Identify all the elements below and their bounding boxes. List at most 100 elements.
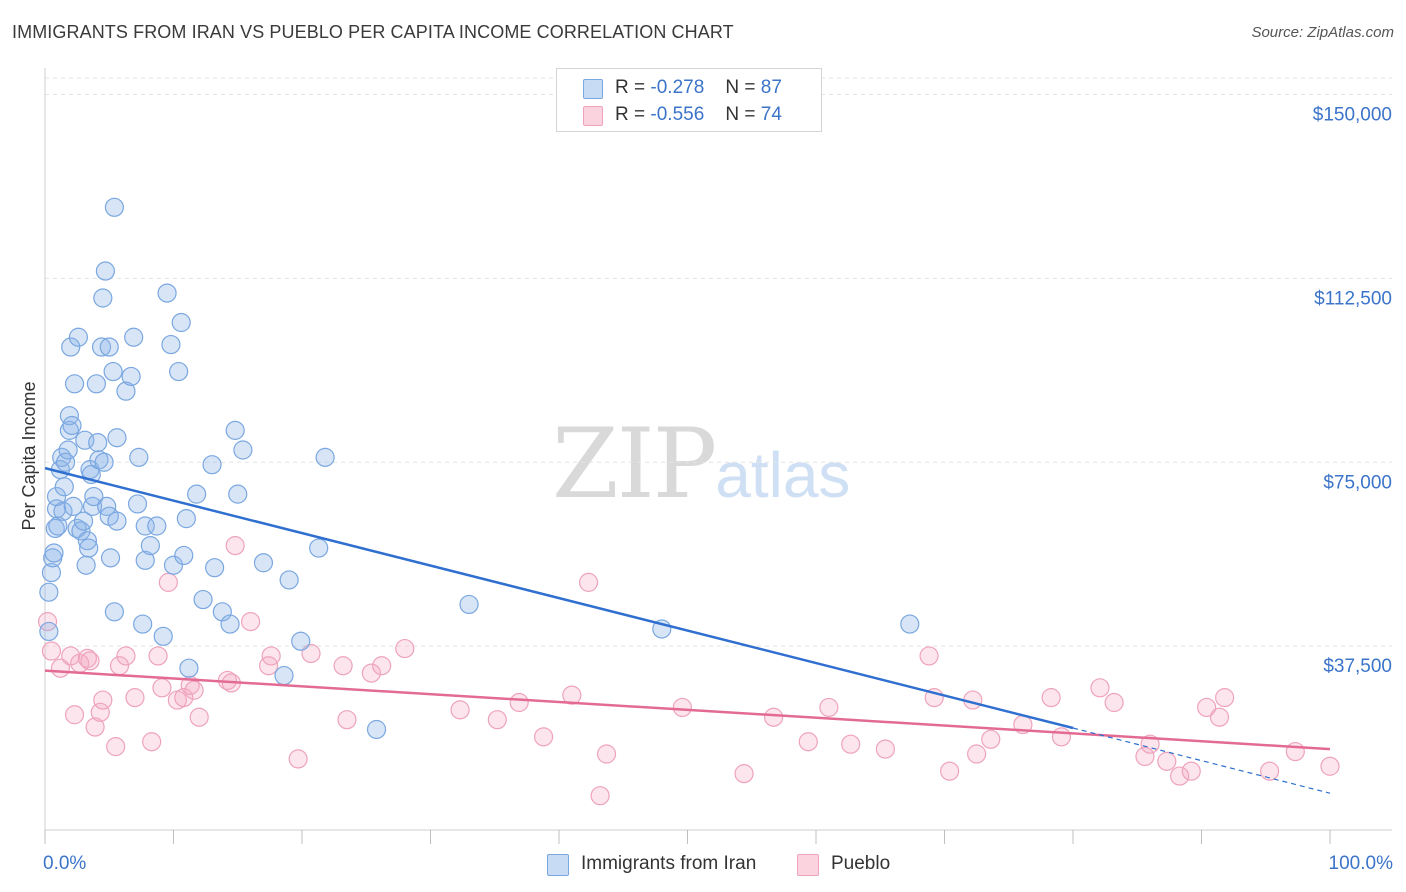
pueblo-points xyxy=(37,536,1340,806)
iran-point xyxy=(64,374,85,394)
pueblo-point xyxy=(1104,692,1124,713)
bottom-legend-label-iran: Immigrants from Iran xyxy=(581,853,757,874)
pueblo-point xyxy=(261,646,281,666)
pueblo-point xyxy=(798,732,818,752)
pueblo-point xyxy=(125,688,145,708)
iran-point xyxy=(88,433,108,453)
pueblo-point xyxy=(841,734,861,754)
pueblo-point xyxy=(372,656,392,676)
iran-point xyxy=(99,337,119,357)
iran-point xyxy=(62,415,82,436)
pueblo-point xyxy=(1041,688,1061,708)
pueblo-point xyxy=(64,705,85,725)
pueblo-point xyxy=(288,749,308,769)
pueblo-point xyxy=(225,536,245,556)
iran-point xyxy=(228,484,248,504)
iran-point xyxy=(104,602,124,622)
iran-point xyxy=(225,420,245,440)
pueblo-point xyxy=(152,678,172,698)
iran-point xyxy=(153,626,173,646)
iran-point xyxy=(116,381,136,401)
pueblo-point xyxy=(981,729,1001,749)
pueblo-point xyxy=(967,744,987,764)
iran-point xyxy=(63,496,83,516)
pueblo-point xyxy=(1215,688,1235,708)
pueblo-point xyxy=(301,643,321,664)
iran-point xyxy=(73,511,94,531)
x-tick-label-min: 0.0% xyxy=(43,853,86,874)
iran-point xyxy=(135,516,155,536)
iran-point xyxy=(79,538,99,558)
pueblo-point xyxy=(90,702,110,722)
pueblo-point xyxy=(361,663,381,683)
iran-point xyxy=(187,484,207,504)
y-axis-title: Per Capita Income xyxy=(19,381,39,530)
iran-point xyxy=(169,361,189,382)
pueblo-point xyxy=(509,692,529,713)
iran-point xyxy=(133,614,153,634)
pueblo-point xyxy=(1285,741,1305,762)
iran-point xyxy=(176,509,196,529)
pueblo-point xyxy=(80,651,100,671)
pueblo-point xyxy=(875,739,895,759)
legend-r-label: R = xyxy=(615,104,646,125)
pueblo-point xyxy=(1209,707,1230,727)
iran-point xyxy=(48,516,68,536)
pueblo-point xyxy=(596,744,617,764)
legend-r-value: -0.278 xyxy=(650,77,705,98)
pueblo-point xyxy=(672,697,692,718)
iran-point xyxy=(291,631,311,651)
iran-point xyxy=(82,496,103,516)
y-tick-label: $150,000 xyxy=(1313,105,1392,126)
y-tick-label: $75,000 xyxy=(1323,472,1392,493)
iran-point xyxy=(315,447,335,467)
iran-point xyxy=(135,550,155,570)
iran-point xyxy=(366,719,387,740)
iran-point xyxy=(900,614,920,634)
iran-point xyxy=(107,511,127,531)
iran-point xyxy=(129,447,149,467)
iran-point xyxy=(179,658,199,678)
iran-point xyxy=(107,428,127,448)
pueblo-point xyxy=(1170,766,1190,786)
iran-trend-line xyxy=(44,466,1074,730)
pueblo-point xyxy=(819,697,839,718)
iran-point xyxy=(44,543,64,563)
iran-point xyxy=(41,562,62,583)
pueblo-point xyxy=(77,648,98,668)
iran-point xyxy=(171,312,191,333)
iran-point xyxy=(61,337,81,357)
iran-point xyxy=(163,555,184,575)
chart-title: IMMIGRANTS FROM IRAN VS PUEBLO PER CAPIT… xyxy=(12,22,734,42)
legend-n-value: 74 xyxy=(760,104,782,125)
iran-point xyxy=(309,538,329,558)
legend-n-label: N = xyxy=(725,77,756,98)
iran-point xyxy=(39,582,59,602)
bottom-legend-swatch-pueblo xyxy=(797,854,819,876)
x-tick-label-max: 100.0% xyxy=(1329,853,1394,874)
pueblo-point xyxy=(85,717,105,737)
iran-point xyxy=(100,548,121,568)
legend-text-iran: R = -0.278 N = 87 xyxy=(615,77,782,99)
pueblo-point xyxy=(487,710,507,730)
pueblo-point xyxy=(1051,727,1072,747)
pueblo-point xyxy=(1157,751,1177,771)
watermark-zip: ZIP xyxy=(552,408,717,520)
iran-point xyxy=(205,558,225,578)
pueblo-point xyxy=(578,572,599,592)
iran-point xyxy=(53,501,73,521)
pueblo-point xyxy=(1181,761,1201,781)
iran-point xyxy=(89,450,109,470)
bottom-legend-swatch-iran xyxy=(547,854,569,876)
pueblo-point xyxy=(41,641,62,661)
iran-point xyxy=(279,570,299,590)
iran-point xyxy=(77,531,98,551)
iran-point xyxy=(140,536,160,556)
iran-point xyxy=(274,665,294,686)
iran-point xyxy=(157,283,177,303)
pueblo-point xyxy=(333,656,353,676)
source-label: Source: ZipAtlas.com xyxy=(1251,24,1394,41)
legend-n-value: 87 xyxy=(760,77,782,98)
pueblo-point xyxy=(184,680,204,700)
